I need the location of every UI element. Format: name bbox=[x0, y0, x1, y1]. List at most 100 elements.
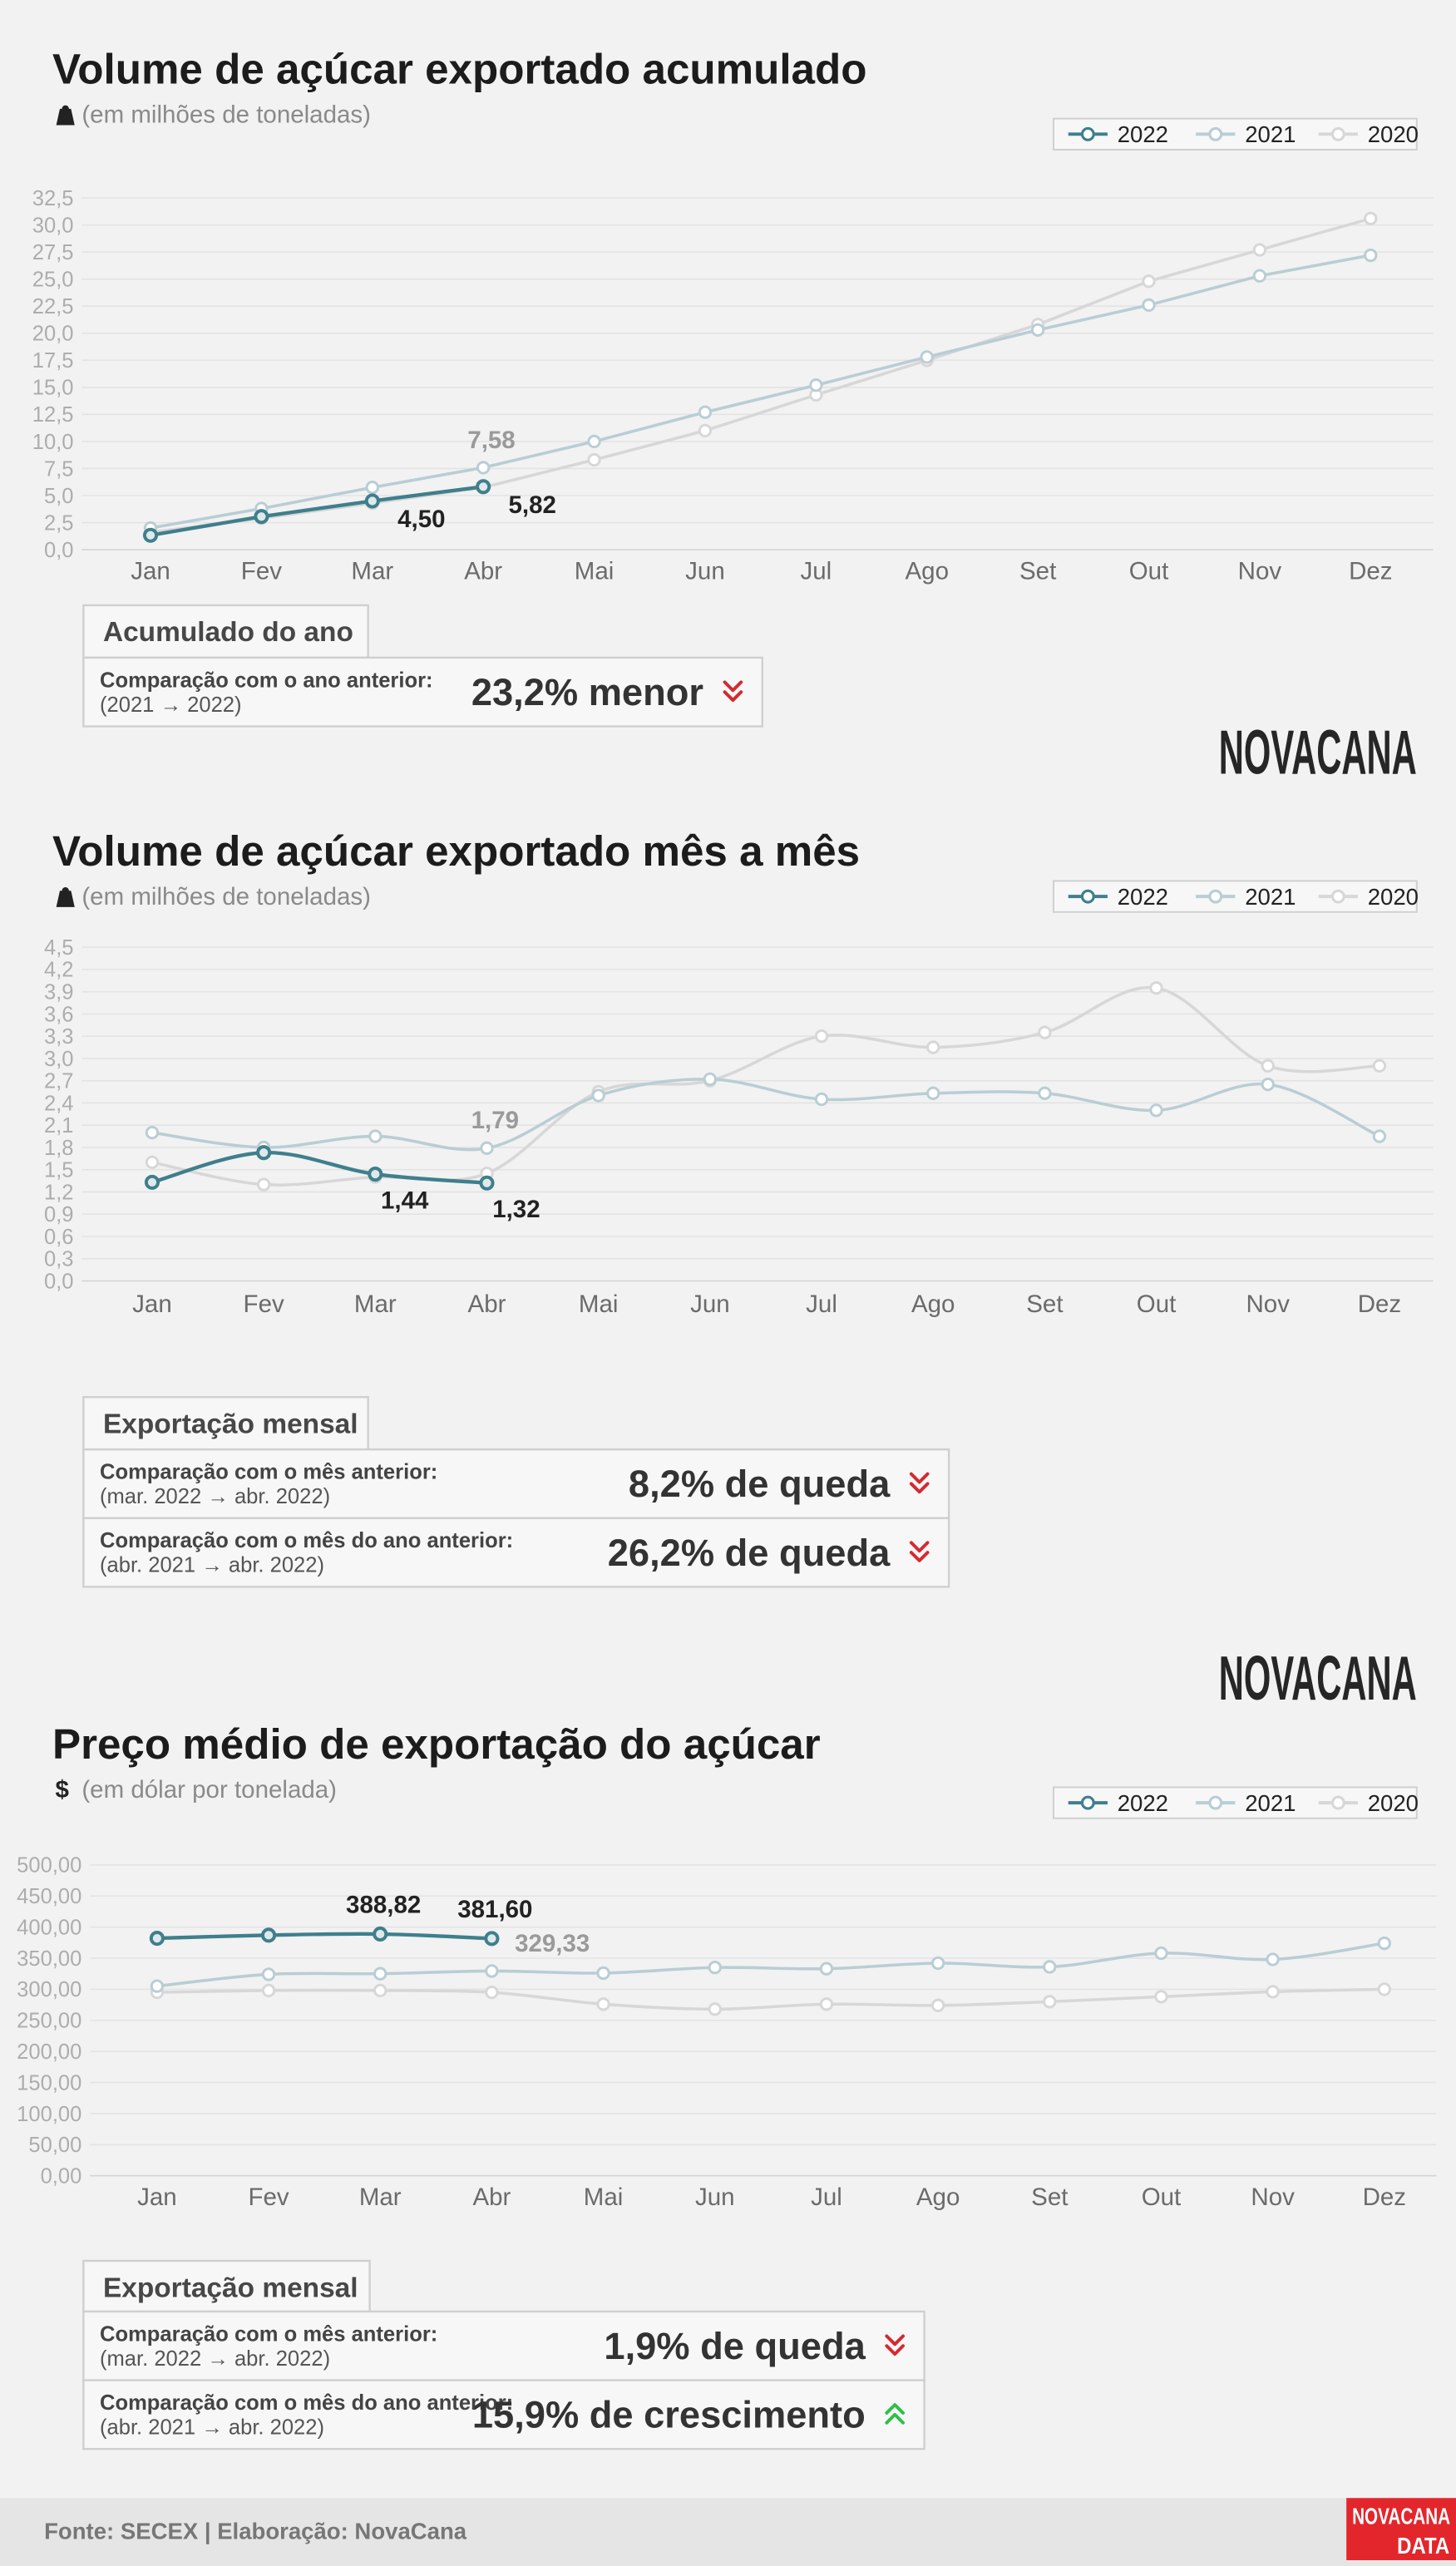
trend-chevron bbox=[885, 2344, 905, 2356]
value-label: 4,50 bbox=[397, 506, 445, 533]
y-tick-label: 25,0 bbox=[32, 269, 74, 292]
summary-row bbox=[82, 656, 763, 728]
row-period: (mar. 2022 → abr. 2022) bbox=[100, 2347, 330, 2371]
y-tick-label: 250,00 bbox=[17, 2010, 81, 2033]
x-tick-label: Abr bbox=[468, 1290, 506, 1318]
data-point bbox=[819, 1997, 834, 2011]
x-tick-label: Set bbox=[1026, 1290, 1063, 1318]
y-tick-label: 0,9 bbox=[44, 1203, 74, 1226]
data-point bbox=[708, 1961, 722, 1975]
data-point bbox=[256, 1177, 271, 1192]
data-point bbox=[1377, 1982, 1391, 1996]
series-line bbox=[151, 1078, 1380, 1152]
chart-title: Preço médio de exportação do açúcar bbox=[52, 1720, 821, 1768]
data-point bbox=[373, 1983, 387, 1998]
y-tick-label: 2,5 bbox=[44, 511, 74, 535]
legend-label: 2021 bbox=[1245, 1790, 1296, 1816]
data-point bbox=[479, 1175, 495, 1191]
trend-chevron bbox=[909, 1472, 930, 1484]
trend-chevron bbox=[885, 2412, 905, 2425]
x-tick-label: Jul bbox=[800, 557, 832, 585]
brand-logo: NOVACANA bbox=[1219, 1643, 1417, 1713]
row-value: 1,9% de queda bbox=[604, 2325, 866, 2367]
data-point bbox=[1043, 1995, 1057, 2009]
y-tick-label: 20,0 bbox=[32, 323, 74, 346]
data-point bbox=[144, 1174, 160, 1190]
y-tick-label: 500,00 bbox=[17, 1854, 81, 1878]
data-point bbox=[261, 1983, 276, 1998]
data-point bbox=[708, 2002, 722, 2016]
footer-logo-bottom: DATA bbox=[1397, 2533, 1449, 2559]
x-tick-label: Jan bbox=[132, 1290, 172, 1318]
data-point bbox=[254, 509, 269, 525]
trend-chevron bbox=[885, 2334, 905, 2346]
data-point bbox=[480, 1141, 494, 1156]
footer-source: Fonte: SECEX | Elaboração: NovaCana bbox=[44, 2518, 467, 2544]
row-label: Comparação com o ano anterior: bbox=[100, 669, 433, 692]
y-tick-label: 32,5 bbox=[32, 187, 74, 210]
data-point bbox=[591, 1088, 605, 1103]
footer-logo-top: NOVACANA bbox=[1352, 2504, 1450, 2529]
y-tick-label: 15,0 bbox=[32, 377, 74, 400]
data-point bbox=[819, 1962, 834, 1976]
y-tick-label: 4,2 bbox=[44, 959, 74, 982]
chart-subtitle: (em milhões de toneladas) bbox=[81, 883, 371, 910]
y-tick-label: 3,6 bbox=[44, 1003, 74, 1026]
y-tick-label: 1,8 bbox=[44, 1137, 74, 1160]
x-tick-label: Mar bbox=[351, 557, 393, 585]
y-tick-label: 450,00 bbox=[17, 1885, 81, 1908]
legend-label: 2022 bbox=[1118, 121, 1168, 147]
data-point bbox=[368, 1167, 383, 1182]
x-tick-label: Fev bbox=[241, 557, 282, 585]
x-tick-label: Ago bbox=[905, 557, 949, 585]
data-point bbox=[1261, 1077, 1275, 1092]
x-tick-label: Mai bbox=[575, 557, 614, 585]
x-tick-label: Mar bbox=[354, 1290, 397, 1318]
series-line bbox=[156, 1942, 1385, 1988]
x-tick-label: Mar bbox=[359, 2184, 402, 2211]
value-label: 7,58 bbox=[467, 427, 515, 454]
x-tick-label: Jul bbox=[811, 2184, 842, 2211]
legend-label: 2022 bbox=[1118, 884, 1168, 910]
data-point bbox=[368, 1129, 383, 1143]
y-tick-label: 300,00 bbox=[17, 1978, 81, 2001]
data-point bbox=[1142, 274, 1156, 289]
legend-marker bbox=[1080, 1795, 1095, 1810]
data-point bbox=[1372, 1129, 1387, 1143]
y-tick-label: 2,1 bbox=[44, 1114, 74, 1137]
y-tick-label: 1,2 bbox=[44, 1181, 74, 1204]
value-label: 5,82 bbox=[508, 491, 555, 519]
legend-marker bbox=[1208, 889, 1223, 904]
legend: 2022 2021 2020 bbox=[1053, 880, 1419, 913]
value-label: 388,82 bbox=[346, 1891, 421, 1918]
x-tick-label: Ago bbox=[911, 1290, 955, 1318]
legend-label: 2020 bbox=[1368, 884, 1419, 910]
summary-row bbox=[82, 2379, 925, 2450]
x-tick-label: Mai bbox=[579, 1290, 619, 1318]
y-tick-label: 27,5 bbox=[32, 241, 74, 264]
row-period: (2021 → 2022) bbox=[100, 693, 242, 717]
data-point bbox=[485, 1985, 499, 2000]
x-tick-label: Jan bbox=[131, 557, 170, 585]
legend-marker bbox=[1080, 889, 1095, 904]
data-point bbox=[703, 1072, 718, 1087]
data-point bbox=[587, 452, 601, 467]
data-point bbox=[1142, 298, 1156, 313]
data-point bbox=[373, 1926, 388, 1942]
x-tick-label: Nov bbox=[1251, 2184, 1295, 2211]
data-point bbox=[1038, 1025, 1052, 1039]
row-period: (abr. 2021 → abr. 2022) bbox=[100, 1554, 324, 1577]
value-label: 1,32 bbox=[492, 1196, 540, 1223]
data-point bbox=[920, 350, 934, 364]
value-label: 1,79 bbox=[471, 1107, 519, 1134]
chart-title: Volume de açúcar exportado mês a mês bbox=[52, 827, 860, 875]
row-period: (abr. 2021 → abr. 2022) bbox=[100, 2416, 324, 2440]
summary-heading: Exportação mensal bbox=[103, 2272, 358, 2303]
x-tick-label: Jun bbox=[685, 557, 725, 585]
trend-chevron bbox=[723, 690, 743, 703]
data-point bbox=[587, 434, 601, 449]
x-tick-label: Mai bbox=[584, 2184, 624, 2211]
